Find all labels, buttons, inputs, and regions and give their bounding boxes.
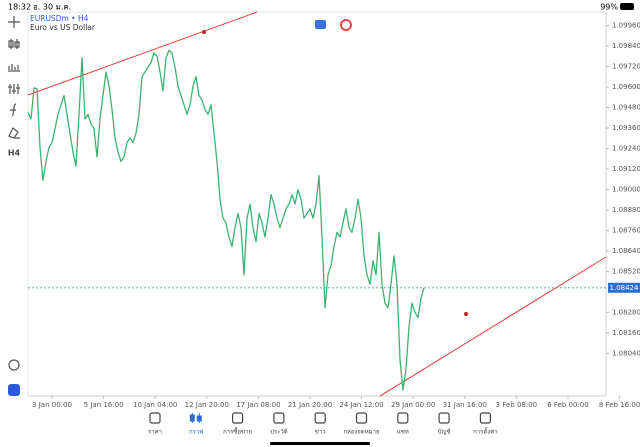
timeframe-button[interactable]: H4 bbox=[8, 149, 21, 158]
nav-label[interactable]: บัญชี bbox=[438, 428, 451, 436]
price-line bbox=[27, 49, 425, 391]
nav-label[interactable]: กล่องจดหมาย bbox=[343, 429, 379, 436]
x-tick-label: 21 Jan 20:00 bbox=[288, 401, 332, 409]
y-tick-label: 1.09240 bbox=[612, 145, 640, 153]
x-tick-label: 31 Jan 16:00 bbox=[443, 401, 487, 409]
x-tick-label: 3 Feb 08:00 bbox=[496, 401, 537, 409]
y-tick-label: 1.08040 bbox=[612, 349, 640, 357]
x-tick-label: 10 Jan 04:00 bbox=[133, 401, 177, 409]
status-date: อ. 30 ม.ค. bbox=[33, 3, 71, 12]
y-tick-label: 1.08160 bbox=[612, 329, 640, 337]
nav-label[interactable]: การซื้อขาย bbox=[223, 426, 252, 436]
history-tool[interactable] bbox=[8, 359, 20, 371]
y-tick-label: 1.08880 bbox=[612, 206, 640, 214]
nav-label[interactable]: กราฟ bbox=[189, 429, 203, 436]
chart-description: Euro vs US Dollar bbox=[30, 23, 96, 32]
nav-icon[interactable] bbox=[189, 413, 202, 423]
y-tick-label: 1.09840 bbox=[612, 42, 640, 50]
one-click-button[interactable] bbox=[315, 20, 326, 29]
x-tick-label: 8 Feb 16:00 bbox=[599, 401, 640, 409]
nav-icon[interactable] bbox=[438, 412, 450, 424]
indicators-tool[interactable] bbox=[8, 64, 20, 72]
nav-label[interactable]: ราคา bbox=[148, 429, 162, 436]
trendline-handle[interactable] bbox=[464, 312, 468, 316]
nav-label[interactable]: การตั้งค่า bbox=[473, 426, 497, 436]
x-tick-label: 3 Jan 00:00 bbox=[32, 401, 72, 409]
y-tick-label: 1.08640 bbox=[612, 247, 640, 255]
x-tick-label: 5 Jan 16:00 bbox=[84, 401, 124, 409]
nav-icon[interactable] bbox=[232, 412, 244, 424]
status-battery: 99% bbox=[600, 3, 618, 12]
trendline[interactable] bbox=[379, 256, 607, 397]
objects-tool[interactable] bbox=[8, 127, 20, 139]
x-tick-label: 6 Feb 00:00 bbox=[547, 401, 588, 409]
left-toolbar bbox=[8, 16, 20, 371]
y-tick-label: 1.08760 bbox=[612, 226, 640, 234]
y-tick-label: 1.09120 bbox=[612, 165, 640, 173]
trendline-handle[interactable] bbox=[202, 30, 206, 34]
y-tick-label: 1.09360 bbox=[612, 124, 640, 132]
function-tool[interactable] bbox=[10, 103, 17, 117]
app-logo[interactable] bbox=[8, 384, 20, 396]
chart-symbol[interactable]: EURUSDm • H4 bbox=[30, 14, 89, 23]
y-tick-label: 1.08520 bbox=[612, 267, 640, 275]
chart-type-tool[interactable] bbox=[8, 39, 20, 49]
settings-tool[interactable] bbox=[8, 84, 20, 94]
trendline[interactable] bbox=[27, 11, 258, 96]
y-tick-label: 1.09960 bbox=[612, 22, 640, 30]
alert-button[interactable] bbox=[340, 19, 352, 31]
x-tick-label: 12 Jan 20:00 bbox=[185, 401, 229, 409]
home-indicator bbox=[270, 442, 370, 445]
nav-label[interactable]: ประวัติ bbox=[270, 429, 288, 436]
x-tick-label: 17 Jan 08:00 bbox=[236, 401, 280, 409]
current-price-tag bbox=[608, 282, 640, 293]
nav-icon[interactable] bbox=[355, 412, 368, 424]
y-tick-label: 1.09720 bbox=[612, 63, 640, 71]
nav-icon[interactable] bbox=[273, 412, 285, 424]
nav-label[interactable]: แชท bbox=[397, 429, 409, 436]
x-tick-label: 29 Jan 00:00 bbox=[391, 401, 435, 409]
nav-icon[interactable] bbox=[479, 412, 491, 424]
y-tick-label: 1.09480 bbox=[612, 104, 640, 112]
y-tick-label: 1.08280 bbox=[612, 308, 640, 316]
crosshair-tool[interactable] bbox=[8, 16, 20, 28]
current-price-label: 1.08424 bbox=[610, 284, 639, 292]
status-time: 18:32 bbox=[8, 3, 31, 12]
nav-label[interactable]: ข่าว bbox=[315, 429, 326, 436]
x-tick-label: 24 Jan 12:00 bbox=[339, 401, 383, 409]
y-tick-label: 1.09000 bbox=[612, 185, 640, 193]
y-tick-label: 1.09600 bbox=[612, 83, 640, 91]
battery-icon bbox=[620, 3, 634, 10]
nav-icon[interactable] bbox=[397, 412, 409, 424]
nav-icon[interactable] bbox=[149, 412, 161, 424]
nav-icon[interactable] bbox=[314, 412, 326, 424]
